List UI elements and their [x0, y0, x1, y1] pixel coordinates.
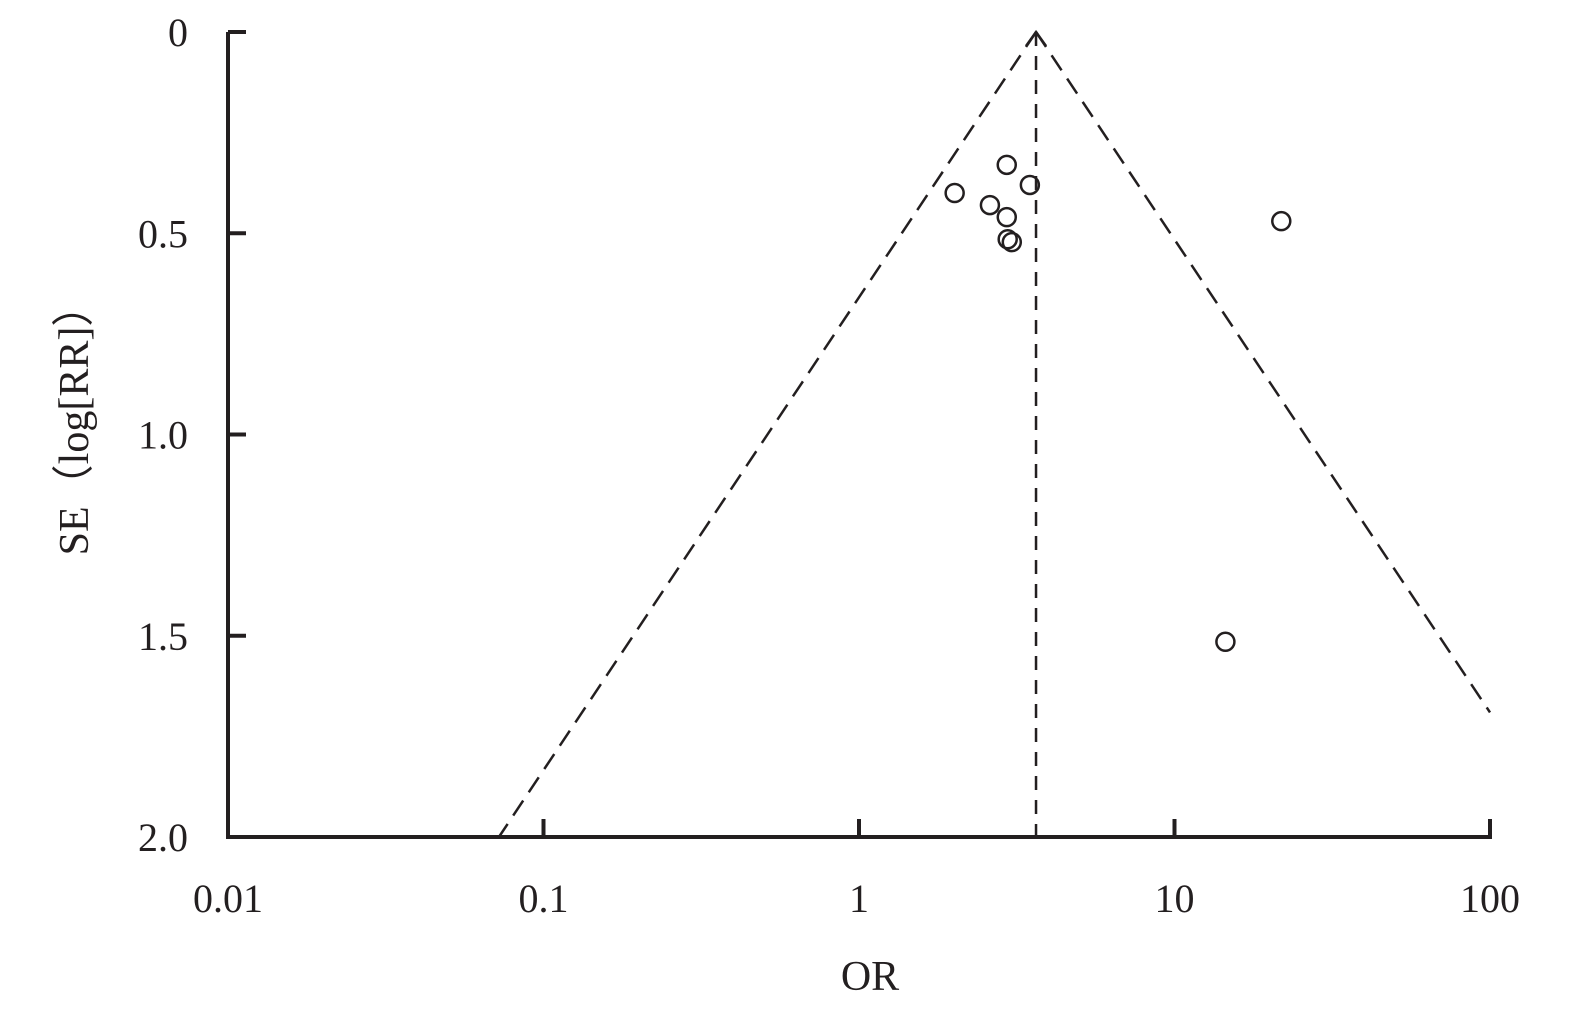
study-point [944, 182, 965, 204]
x-tick-label: 0.1 [519, 876, 569, 921]
y-tick-label: 1.5 [138, 614, 188, 659]
y-tick-label: 0 [168, 10, 188, 55]
study-point [996, 206, 1018, 228]
study-point [979, 194, 1001, 216]
x-axis-label: OR [841, 954, 899, 1000]
y-tick-label: 2.0 [138, 815, 188, 860]
y-tick-label: 1.0 [138, 413, 188, 458]
x-tick-label: 100 [1460, 876, 1520, 921]
study-point [997, 229, 1018, 250]
x-tick-label: 0.01 [193, 876, 263, 921]
funnel-right-limit [1034, 31, 1492, 714]
study-point [1019, 174, 1041, 196]
x-tick-label: 10 [1155, 876, 1195, 921]
arrow-head [1025, 29, 1048, 47]
y-axis-label: SE（log[RR]） [52, 285, 98, 556]
study-point [1215, 631, 1236, 653]
y-tick-label: 0.5 [138, 211, 188, 256]
study-point [1271, 210, 1292, 232]
x-tick-label: 1 [849, 876, 869, 921]
study-point [1001, 231, 1023, 253]
funnel-left-limit [497, 31, 1038, 838]
study-point [996, 154, 1018, 176]
